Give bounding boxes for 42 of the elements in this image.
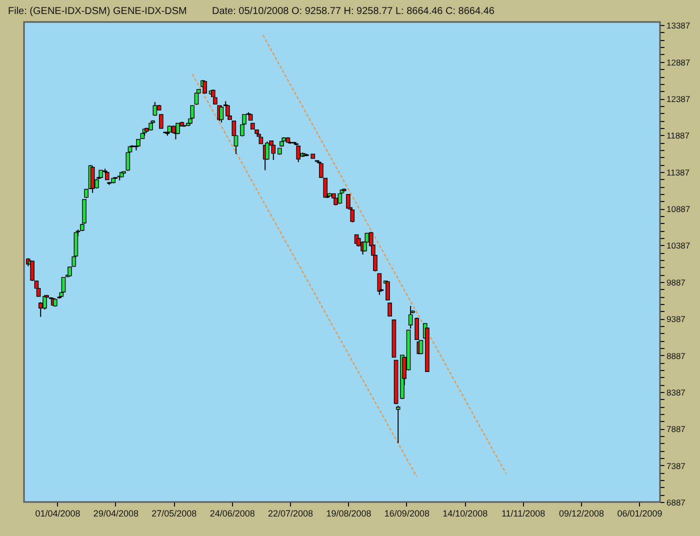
y-tick-label: 9387 [666,314,686,324]
candlestick [418,340,424,355]
x-tick-label: 19/08/2008 [326,508,372,518]
chart-title: File: (GENE-IDX-DSM) GENE-IDX-DSM [8,6,187,17]
candlestick [194,92,199,106]
candlestick [61,276,66,294]
y-tick-label: 12387 [666,94,690,104]
candlestick [90,166,95,194]
x-tick-label: 06/01/2009 [617,508,662,518]
x-tick-label: 16/09/2008 [384,508,430,518]
y-tick-label: 12887 [666,57,690,68]
y-tick-label: 11387 [666,167,690,178]
x-tick-label: 01/04/2008 [35,508,80,518]
candlestick [346,194,350,209]
y-tick-label: 7387 [666,460,686,471]
candlestick [388,302,392,317]
candlestick [226,105,230,116]
y-tick-label: 9887 [666,277,686,288]
x-tick-label: 11/11/2008 [501,508,546,518]
candlestick [190,105,195,120]
x-tick-label: 29/04/2008 [93,508,138,518]
y-tick-label: 8387 [666,387,686,398]
x-tick-label: 24/06/2008 [210,508,255,518]
x-tick-label: 22/07/2008 [268,508,314,518]
y-tick-label: 10387 [666,240,690,251]
x-tick-label: 14/10/2008 [442,508,488,518]
x-tick-label: 09/12/2008 [558,508,604,518]
candlestick [296,145,301,163]
chart-subtitle: Date: 05/10/2008 O: 9258.77 H: 9258.77 L: 8664.46 C: 8664.46 [212,6,495,17]
x-tick-label: 27/05/2008 [152,508,197,518]
y-tick-label: 11887 [666,130,690,141]
candlestick [271,144,276,160]
candlestick [152,101,158,116]
candlestick [338,193,342,204]
candlestick [219,105,224,124]
candlestick [350,209,355,223]
y-tick-label: 6887 [666,498,686,508]
y-tick-label: 13387 [666,20,690,31]
candlestick [159,114,164,129]
y-tick-label: 7887 [666,424,686,434]
y-tick-label: 10887 [666,204,690,214]
y-tick-label: 8887 [666,350,686,361]
